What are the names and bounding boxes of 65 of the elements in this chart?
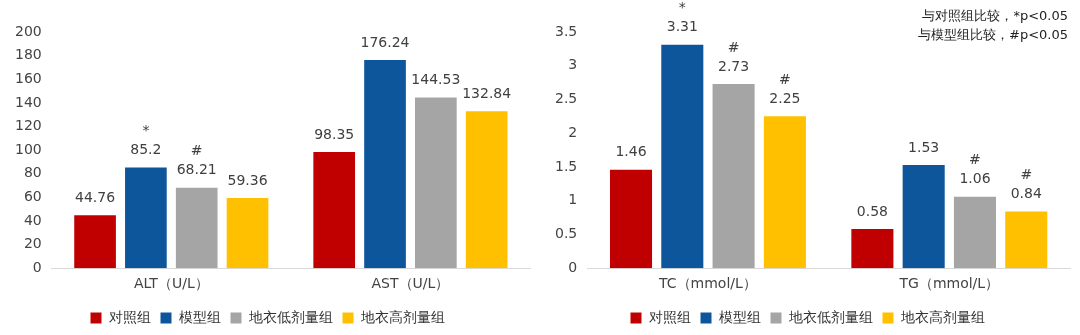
data-label: 44.76	[75, 188, 116, 205]
y-tick-label: 200	[14, 22, 42, 39]
x-tick-label: TC（mmol/L）	[658, 275, 757, 292]
legend-label: 模型组	[178, 308, 221, 325]
bar	[763, 116, 806, 269]
legend-label: 地衣高剂量组	[899, 308, 985, 325]
y-tick-label: 120	[14, 117, 42, 134]
y-tick-label: 3.5	[555, 22, 578, 39]
bar	[313, 152, 356, 269]
y-tick-label: 2.5	[555, 90, 578, 107]
y-tick-label: 2	[568, 123, 578, 140]
legend-label: 对照组	[108, 308, 151, 325]
bar	[902, 164, 945, 269]
bar	[364, 60, 406, 269]
y-tick-label: 160	[14, 69, 42, 86]
x-tick-label: ALT（U/L）	[133, 275, 209, 292]
data-label: * 85.2	[130, 122, 162, 158]
data-label: 98.35	[314, 125, 355, 142]
y-tick-label: 0.5	[555, 225, 578, 242]
y-tick-label: 20	[23, 235, 42, 252]
data-label: 176.24	[360, 33, 410, 50]
y-tick-label: 100	[14, 140, 42, 157]
legend-label: 地衣低剂量组	[247, 308, 333, 325]
bar	[1005, 211, 1048, 269]
data-label: # 68.21	[176, 142, 217, 178]
data-label: 144.53	[411, 71, 461, 88]
legend-label: 模型组	[718, 308, 761, 325]
legend-label: 对照组	[648, 308, 691, 325]
data-label: * 3.31	[666, 0, 698, 35]
data-label: # 0.84	[1010, 166, 1042, 202]
bar	[74, 215, 116, 269]
x-tick-label: TG（mmol/L）	[898, 275, 1000, 292]
bar	[125, 167, 167, 269]
text: 与对照组比较，*p<0.05	[922, 7, 1068, 23]
data-label: 132.84	[462, 84, 512, 101]
y-tick-label: 1	[568, 191, 578, 208]
bar	[415, 97, 457, 269]
legend-label: 地衣低剂量组	[787, 308, 873, 325]
y-tick-label: 3	[568, 56, 578, 73]
data-label: 1.46	[615, 143, 647, 160]
bar	[661, 44, 704, 269]
data-label: # 2.73	[718, 38, 750, 74]
y-tick-label: 60	[23, 187, 42, 204]
y-tick-label: 140	[14, 93, 42, 110]
y-tick-label: 180	[14, 46, 42, 63]
y-tick-label: 1.5	[555, 157, 578, 174]
data-label: # 1.06	[959, 151, 991, 187]
data-label: # 2.25	[769, 71, 801, 106]
x-tick-label: AST（U/L）	[371, 275, 450, 292]
data-label: 0.58	[856, 202, 888, 219]
bar	[465, 111, 508, 269]
annotation: 与模型组比较，#p<0.05	[918, 26, 1068, 42]
y-tick-label: 80	[23, 164, 42, 181]
bar	[226, 198, 269, 269]
legend-label: 地衣高剂量组	[359, 308, 445, 325]
data-label: 59.36	[227, 171, 268, 188]
y-tick-label: 0	[568, 258, 578, 275]
bar	[712, 83, 755, 269]
bar	[851, 229, 894, 269]
y-tick-label: 0	[32, 258, 42, 275]
bar	[953, 196, 996, 269]
data-label: 1.53	[908, 138, 940, 155]
y-tick-label: 40	[23, 211, 42, 228]
bar	[175, 187, 218, 269]
bar	[609, 169, 653, 269]
